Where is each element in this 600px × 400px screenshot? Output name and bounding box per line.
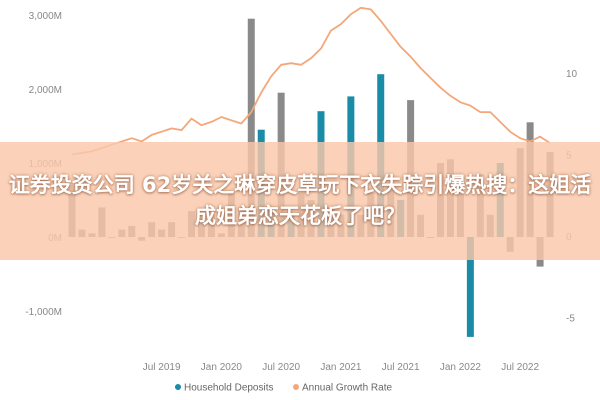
right-tick-label: 10 bbox=[566, 69, 578, 80]
x-tick-label: Jul 2019 bbox=[143, 362, 181, 373]
legend-item: Household Deposits bbox=[175, 383, 274, 394]
left-tick-label: 3,000M bbox=[29, 11, 62, 22]
bar bbox=[466, 237, 474, 337]
left-tick-label: 2,000M bbox=[29, 85, 62, 96]
legend-marker bbox=[293, 384, 299, 390]
growth-rate-line bbox=[71, 6, 551, 156]
bar bbox=[247, 18, 255, 238]
x-tick-label: Jul 2021 bbox=[382, 362, 420, 373]
legend-label: Household Deposits bbox=[184, 383, 274, 394]
legend-item: Annual Growth Rate bbox=[293, 383, 392, 394]
headline-banner: 证券投资公司 62岁关之琳穿皮草玩下衣失踪引爆热搜：这姐活成姐弟恋天花板了吧？ bbox=[0, 142, 600, 260]
legend-label: Annual Growth Rate bbox=[302, 383, 392, 394]
x-tick-label: Jan 2020 bbox=[201, 362, 243, 373]
legend-marker bbox=[175, 384, 181, 390]
x-axis-ticks: Jul 2019 Jan 2020 Jul 2020 Jan 2021 Jul 2021… bbox=[143, 362, 540, 373]
right-tick-label: -5 bbox=[566, 314, 575, 325]
x-tick-label: Jan 2022 bbox=[440, 362, 482, 373]
headline-text: 证券投资公司 62岁关之琳穿皮草玩下衣失踪引爆热搜：这姐活成姐弟恋天花板了吧？ bbox=[8, 173, 592, 228]
legend: Household Deposits Annual Growth Rate bbox=[175, 383, 392, 394]
x-tick-label: Jan 2021 bbox=[320, 362, 362, 373]
x-tick-label: Jul 2020 bbox=[262, 362, 300, 373]
line-series-annual-growth-rate bbox=[71, 6, 551, 156]
x-tick-label: Jul 2022 bbox=[501, 362, 539, 373]
left-tick-label: -1,000M bbox=[25, 307, 62, 318]
